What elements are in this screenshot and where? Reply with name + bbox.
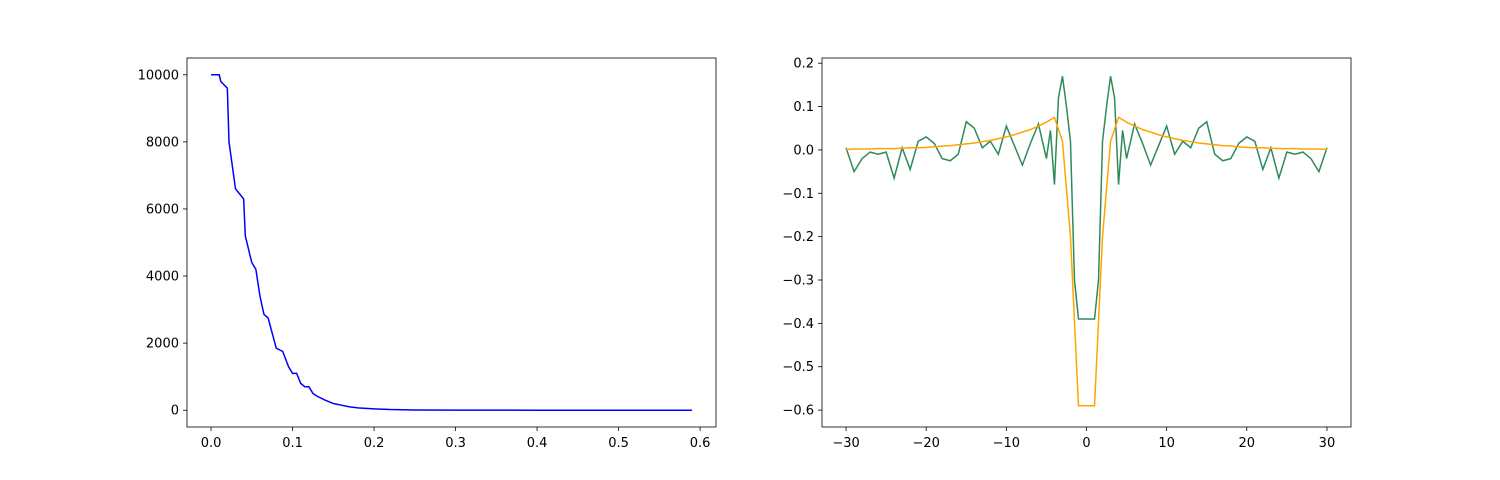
y-tick-label: −0.4 [782,317,814,332]
y-tick-label: 0.0 [793,143,814,158]
y-tick-label: 10000 [138,68,179,83]
x-tick-label: 0 [1082,436,1090,451]
x-tick-label: 0.3 [445,436,466,451]
y-tick-label: −0.6 [782,404,814,419]
y-tick-label: 4000 [146,270,179,285]
data-line [846,116,1327,407]
data-line [211,74,692,411]
y-tick-label: 8000 [146,135,179,150]
y-tick-label: −0.5 [782,360,814,375]
y-tick-label: 2000 [146,337,179,352]
x-tick-label: 0.5 [608,436,629,451]
x-tick-label: 0.2 [364,436,385,451]
data-line [845,76,1328,320]
x-tick-label: −10 [993,436,1020,451]
y-tick-label: −0.2 [782,230,814,245]
x-tick-label: 0.1 [282,436,303,451]
x-tick-label: 10 [1158,436,1175,451]
y-tick-label: 0.1 [793,100,814,115]
y-tick-label: −0.1 [782,187,814,202]
axes-frame [186,57,717,428]
x-tick-label: 0.6 [690,436,711,451]
x-tick-label: 30 [1319,436,1336,451]
y-tick-label: −0.3 [782,274,814,289]
axes-frame [821,57,1352,428]
x-tick-label: 20 [1239,436,1256,451]
x-tick-label: 0.4 [527,436,548,451]
y-tick-label: 0 [171,404,179,419]
x-tick-label: −30 [832,436,859,451]
x-tick-label: −20 [912,436,939,451]
y-tick-label: 0.2 [793,57,814,72]
y-tick-label: 6000 [146,202,179,217]
x-tick-label: 0.0 [201,436,222,451]
